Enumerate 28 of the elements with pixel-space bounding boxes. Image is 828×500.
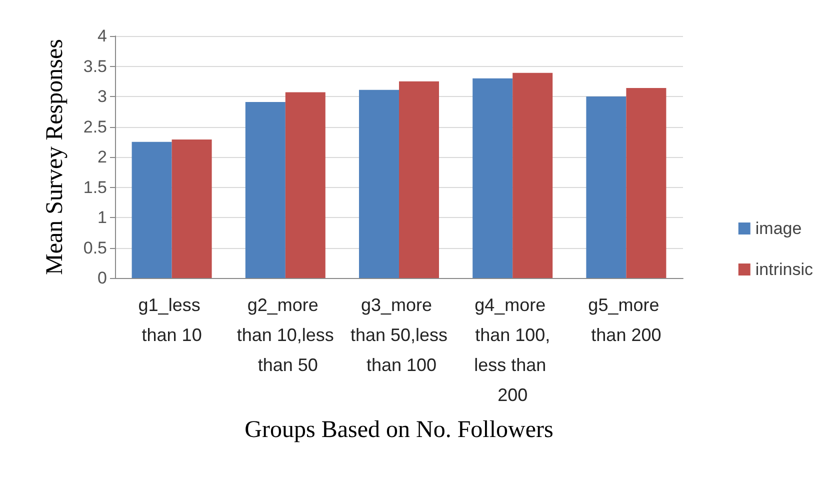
x-tick-label: g3_more than 50,less than 100 <box>350 295 448 375</box>
y-tick-label: 0.5 <box>83 238 107 258</box>
bar <box>132 142 172 278</box>
x-axis-title: Groups Based on No. Followers <box>244 417 554 443</box>
bar <box>512 72 553 278</box>
y-axis-title: Mean Survey Responses <box>42 39 68 275</box>
y-tick-label: 2 <box>98 148 107 166</box>
y-tick-label: 3.5 <box>83 56 107 76</box>
y-tick-label: 0 <box>98 268 107 288</box>
legend-label: image <box>755 219 802 238</box>
bar <box>399 81 439 278</box>
bar <box>172 139 212 278</box>
bar <box>359 90 399 278</box>
x-tick-label: g2_more than 10,less than 50 <box>236 295 334 375</box>
bar <box>626 88 666 278</box>
bar <box>586 96 626 278</box>
legend-label: intrinsic <box>755 260 814 279</box>
y-tick-label: 2.5 <box>83 117 107 136</box>
x-tick-label: g5_more than 200 <box>588 295 664 345</box>
bar <box>245 102 286 278</box>
x-tick-label: g4_more than 100,less than 200 <box>474 295 552 405</box>
y-tick-label: 1.5 <box>83 178 107 197</box>
y-tick-label: 1 <box>98 208 107 227</box>
y-tick-label: 3 <box>98 87 107 106</box>
bar <box>285 92 326 278</box>
bar <box>472 78 513 278</box>
y-tick-label: 4 <box>98 26 107 46</box>
x-tick-label: g1_less than 10 <box>138 295 206 345</box>
